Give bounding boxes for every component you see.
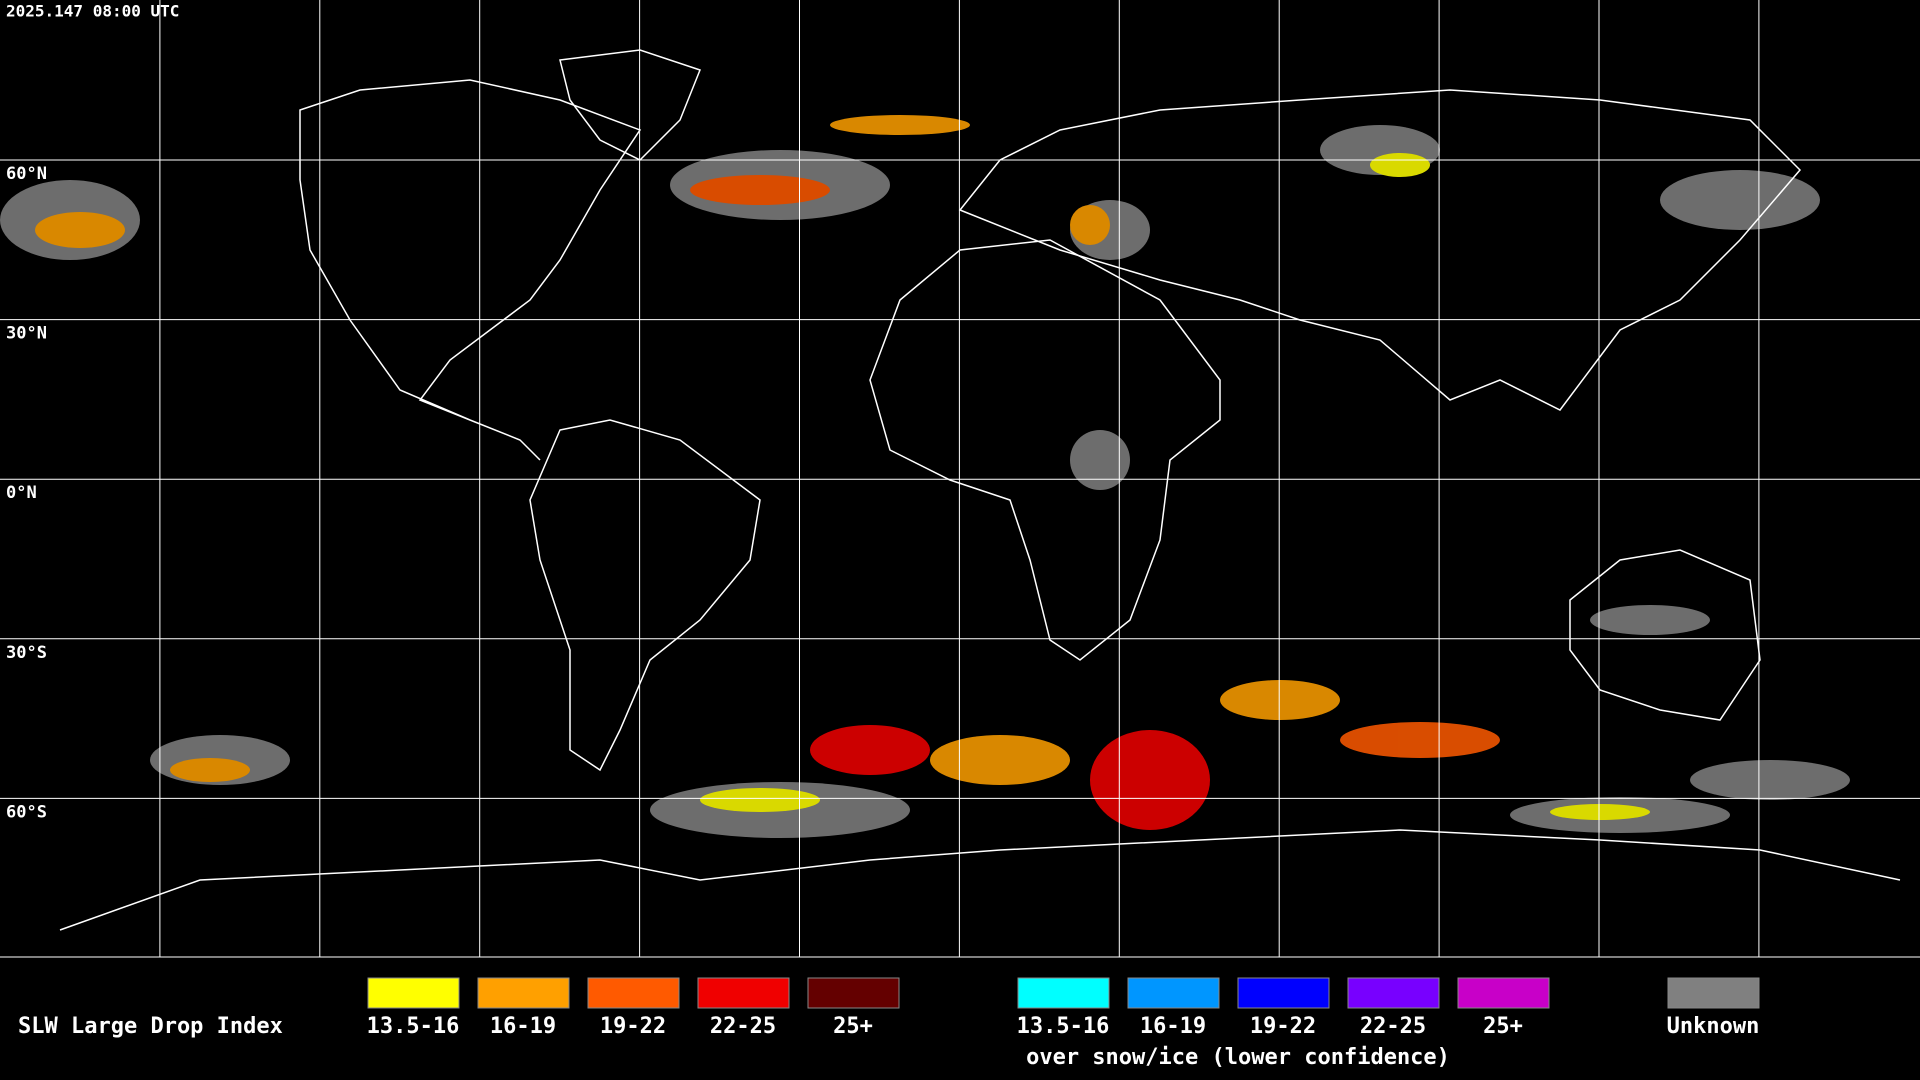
latitude-labels: 60°N 30°N 0°N 30°S 60°S [6, 164, 47, 822]
legend-swatch [1667, 977, 1760, 1009]
latitude-label: 30°N [6, 324, 47, 344]
legend-swatch [1127, 977, 1220, 1009]
legend-swatch [1237, 977, 1330, 1009]
legend-label: 25+ [1483, 1014, 1523, 1039]
legend-label: 19-22 [1250, 1014, 1316, 1039]
legend-label: 25+ [833, 1014, 873, 1039]
legend-swatch [477, 977, 570, 1009]
legend-swatch [587, 977, 680, 1009]
legend-swatch [1457, 977, 1550, 1009]
legend-label: 16-19 [490, 1014, 556, 1039]
legend-swatch [697, 977, 790, 1009]
latitude-label: 60°N [6, 164, 47, 184]
legend-label: 13.5-16 [367, 1014, 460, 1039]
legend-swatch [1347, 977, 1440, 1009]
legend-label: 13.5-16 [1017, 1014, 1110, 1039]
timestamp: 2025.147 08:00 UTC [6, 2, 179, 21]
graticule [0, 0, 1920, 958]
legend-label: 22-25 [710, 1014, 776, 1039]
legend: 13.5-16 16-19 19-22 22-25 25+ 13.5-16 16-19 19-… [367, 977, 1760, 1039]
legend-label: Unknown [1667, 1014, 1760, 1039]
latitude-label: 60°S [6, 802, 47, 822]
legend-label: 22-25 [1360, 1014, 1426, 1039]
snow-caption: over snow/ice (lower confidence) [1026, 1045, 1450, 1070]
cloud-field [0, 115, 1850, 838]
legend-swatch [807, 977, 900, 1009]
legend-swatch [1017, 977, 1110, 1009]
legend-title: SLW Large Drop Index [18, 1014, 283, 1039]
legend-swatch [367, 977, 460, 1009]
latitude-label: 30°S [6, 643, 47, 663]
legend-label: 19-22 [600, 1014, 666, 1039]
legend-label: 16-19 [1140, 1014, 1206, 1039]
coastlines [59, 49, 1901, 931]
latitude-label: 0°N [6, 483, 37, 503]
